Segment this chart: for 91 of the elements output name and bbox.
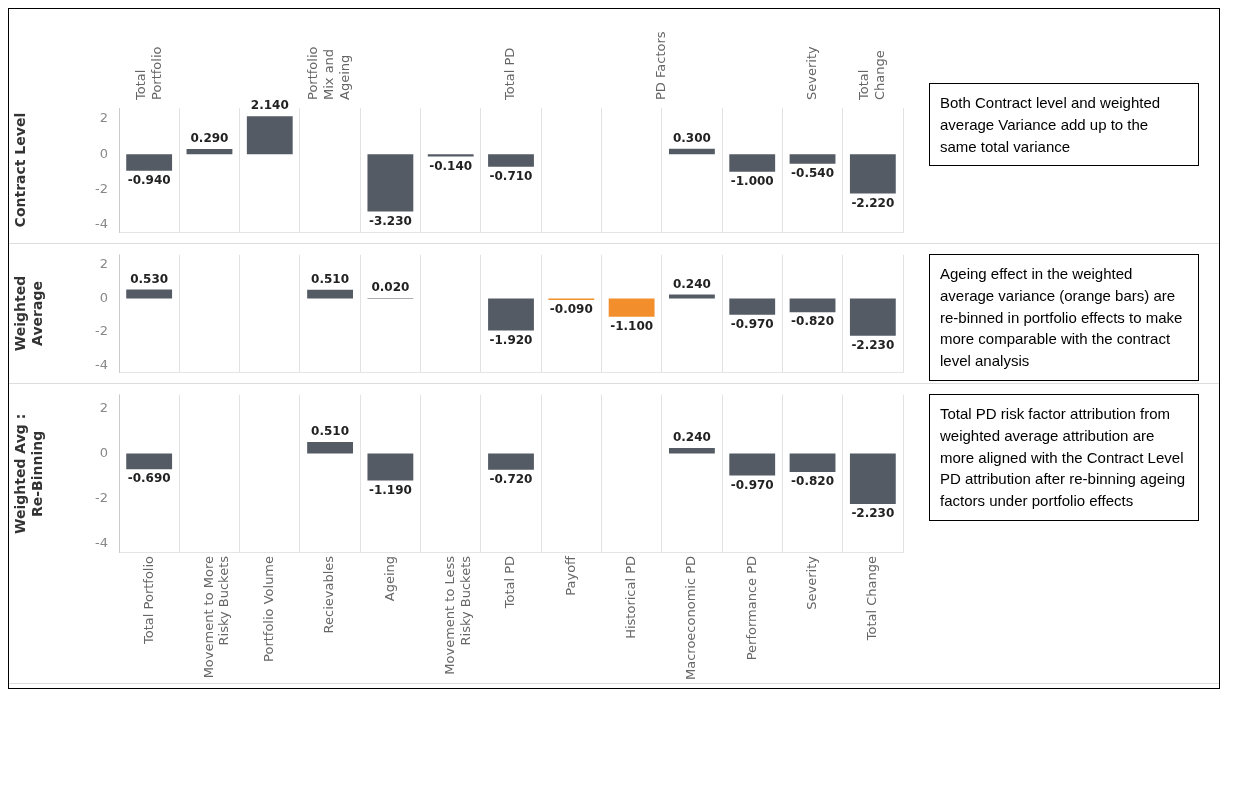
y-tick-label: 0 xyxy=(99,444,108,460)
y-tick-label: -4 xyxy=(95,356,108,372)
data-label: -0.690 xyxy=(127,471,171,486)
data-label: -2.220 xyxy=(851,195,895,210)
data-label: 0.020 xyxy=(371,280,410,295)
bar xyxy=(246,116,293,155)
data-label: -0.820 xyxy=(791,474,835,489)
x-tick-label: Ageing xyxy=(381,555,397,602)
data-label: -1.190 xyxy=(368,482,412,497)
y-tick-label: 2 xyxy=(99,256,108,272)
y-tick-label: -4 xyxy=(95,535,108,551)
bar xyxy=(427,154,474,157)
x-tick-label: Payoff xyxy=(562,554,578,596)
data-label: -0.820 xyxy=(791,314,835,329)
x-tick-label: Historical PD xyxy=(622,555,638,639)
y-axis-title: Weighted Average xyxy=(12,275,45,352)
bar xyxy=(488,453,534,470)
y-tick-label: -4 xyxy=(95,216,108,232)
y-tick-label: -2 xyxy=(95,490,108,506)
x-tick-label: Total Change xyxy=(864,555,880,642)
bar xyxy=(789,298,836,313)
bar xyxy=(488,154,534,167)
x-tick-label: Severity xyxy=(803,555,819,610)
x-tick-label: Movement to More Risky Buckets xyxy=(200,555,232,679)
x-tick-label: Total Portfolio xyxy=(140,555,156,645)
bar xyxy=(307,442,353,454)
data-label: 2.140 xyxy=(250,98,289,113)
x-tick-label: Macroeconomic PD xyxy=(683,555,699,681)
text: Total PD xyxy=(502,47,518,101)
bar xyxy=(488,298,534,331)
y-tick-label: 2 xyxy=(99,110,108,126)
bar xyxy=(669,294,715,299)
x-tick-label: Movement to Less Risky Buckets xyxy=(442,555,473,675)
data-label: -2.230 xyxy=(851,506,895,521)
text: Total Change xyxy=(856,50,888,101)
data-label: -0.720 xyxy=(489,471,533,486)
bar xyxy=(669,148,715,155)
data-label: -0.710 xyxy=(489,168,533,183)
bar xyxy=(367,154,414,212)
data-label: -3.230 xyxy=(368,213,412,228)
data-label: -0.090 xyxy=(549,302,593,317)
data-label: -2.230 xyxy=(851,337,895,352)
bar xyxy=(729,453,776,476)
x-tick-label: Portfolio Volume xyxy=(261,555,277,662)
data-label: 0.530 xyxy=(130,271,169,286)
bar xyxy=(669,448,715,454)
data-label: 0.240 xyxy=(672,276,711,291)
bar xyxy=(789,154,836,164)
data-label: -0.970 xyxy=(730,477,774,492)
data-label: 0.290 xyxy=(190,131,229,146)
data-label: -1.100 xyxy=(610,318,654,333)
data-label: -1.000 xyxy=(730,174,774,188)
bar xyxy=(126,154,173,171)
x-tick-label: Recievables xyxy=(321,555,337,634)
text: Severity xyxy=(803,46,819,100)
y-tick-label: 0 xyxy=(99,289,108,305)
bar xyxy=(849,154,896,194)
text: Ageing effect in the weighted average variance (orange bars) are re-binned in portfolio effects to make more comparable with the contract level analysis xyxy=(929,254,1199,381)
y-tick-label: -2 xyxy=(95,180,108,196)
bar xyxy=(126,453,173,470)
data-label: 0.510 xyxy=(311,424,350,439)
bar xyxy=(849,453,896,504)
bar xyxy=(186,148,233,155)
text: Portfolio Mix and Ageing xyxy=(305,46,353,100)
bar xyxy=(367,453,414,481)
bar xyxy=(608,298,655,317)
text: Total Portfolio xyxy=(132,46,164,101)
x-tick-label: Total PD xyxy=(502,555,518,610)
x-tick-label: Performance PD xyxy=(743,555,759,661)
bar xyxy=(126,289,173,299)
data-label: -0.140 xyxy=(429,158,473,173)
y-tick-label: -2 xyxy=(95,323,108,339)
data-label: -0.940 xyxy=(127,172,171,187)
text: Both Contract level and weighted average Variance add up to the same total variance xyxy=(929,83,1199,167)
y-axis-title: Weighted Avg : Re-Binning xyxy=(12,413,45,535)
y-tick-label: 0 xyxy=(99,145,108,161)
bar xyxy=(307,289,353,299)
bar xyxy=(789,453,836,473)
data-label: 0.240 xyxy=(672,430,711,445)
y-axis-title: Contract Level xyxy=(12,112,29,228)
bar xyxy=(729,298,776,315)
y-tick-label: 2 xyxy=(99,399,108,415)
text: PD Factors xyxy=(653,31,669,100)
data-label: 0.510 xyxy=(311,271,350,286)
bar xyxy=(729,154,776,172)
data-label: 0.300 xyxy=(672,130,711,145)
data-label: -1.920 xyxy=(489,332,533,347)
data-label: -0.540 xyxy=(791,165,835,180)
data-label: -0.970 xyxy=(730,316,774,331)
text: Total PD risk factor attribution from weighted average attribution are more aligned with the Contract Level PD attribution after re-binning ageing factors under portfolio effects xyxy=(929,394,1199,521)
bar xyxy=(849,298,896,336)
